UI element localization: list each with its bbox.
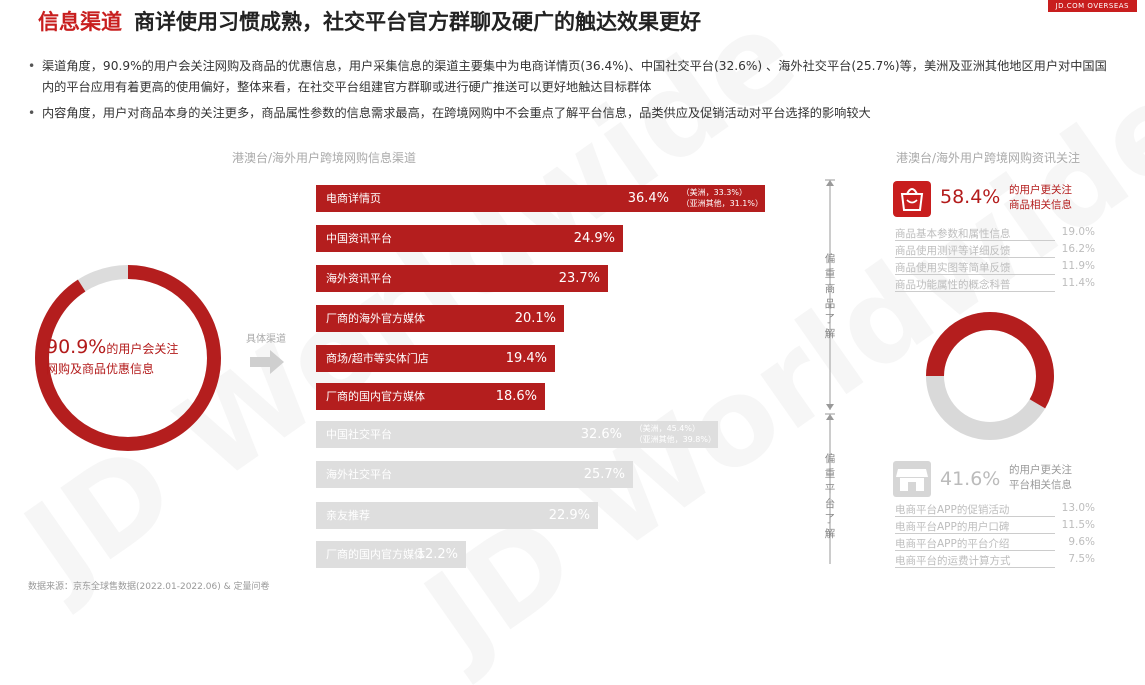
bar-label: 厂商的海外官方媒体 xyxy=(326,312,425,325)
bar-note: （美洲，45.4%） （亚洲其他，39.8%） xyxy=(635,423,716,445)
page-title: 信息渠道 商详使用习惯成熟，社交平台官方群聊及硬广的触达效果更好 xyxy=(38,6,701,36)
bar-label: 中国资讯平台 xyxy=(326,232,392,245)
bar-value: 36.4% xyxy=(627,191,669,206)
bar-3: 海外资讯平台 23.7% xyxy=(316,265,608,292)
info-name: 电商平台APP的平台介绍 xyxy=(895,538,1010,550)
platform-text-2: 平台相关信息 xyxy=(1009,479,1072,491)
info-underline xyxy=(895,550,1055,551)
platform-pct: 41.6% xyxy=(940,468,1001,490)
platform-text-1: 的用户更关注 xyxy=(1009,464,1072,476)
info-underline xyxy=(895,274,1055,275)
interest-ring xyxy=(926,312,1054,440)
bar-8: 海外社交平台 25.7% xyxy=(316,461,633,488)
info-value: 9.6% xyxy=(1068,536,1095,548)
bar-label: 商场/超市等实体门店 xyxy=(326,352,429,365)
bar-value: 19.4% xyxy=(505,351,547,366)
info-name: 商品使用实图等简单反馈 xyxy=(895,262,1011,274)
arrow-right-icon xyxy=(250,350,284,374)
brand-badge: JD.COM OVERSEAS xyxy=(1047,0,1137,12)
info-name: 商品功能属性的概念科普 xyxy=(895,279,1011,291)
bar-note-line: （美洲，33.3%） xyxy=(681,188,747,197)
bar-note: （美洲，33.3%） （亚洲其他，31.1%） xyxy=(682,187,763,209)
bullet-text: 内容角度，用户对商品本身的关注更多，商品属性参数的信息需求最高，在跨境网购中不会… xyxy=(42,106,871,120)
title-text: 商详使用习惯成熟，社交平台官方群聊及硬广的触达效果更好 xyxy=(134,10,701,34)
bar-label: 厂商的国内官方媒体 xyxy=(326,390,425,403)
store-icon xyxy=(893,461,931,497)
info-value: 11.5% xyxy=(1061,519,1095,531)
bullet-content: • 内容角度，用户对商品本身的关注更多，商品属性参数的信息需求最高，在跨境网购中… xyxy=(28,103,1118,124)
info-underline xyxy=(895,516,1055,517)
info-underline xyxy=(895,257,1055,258)
bar-label: 中国社交平台 xyxy=(326,428,392,441)
donut-text-1: 的用户会关注 xyxy=(106,342,179,356)
info-underline xyxy=(895,533,1055,534)
arrow-label: 具体渠道 xyxy=(246,334,286,345)
bar-value: 20.1% xyxy=(514,311,556,326)
bar-value: 32.6% xyxy=(580,427,622,442)
bar-note-line: （亚洲其他，39.8%） xyxy=(634,435,716,444)
chart-subtitle: 港澳台/海外用户跨境网购信息渠道 xyxy=(232,151,417,165)
bar-9: 亲友推荐 22.9% xyxy=(316,502,598,529)
donut-value: 90.9% xyxy=(46,336,107,358)
bar-label: 亲友推荐 xyxy=(326,509,370,522)
product-text-1: 的用户更关注 xyxy=(1009,184,1072,196)
bullet-text: 渠道角度，90.9%的用户会关注网购及商品的优惠信息，用户采集信息的渠道主要集中… xyxy=(42,59,1107,94)
platform-text: 的用户更关注 平台相关信息 xyxy=(1009,463,1072,493)
bar-note-line: （美洲，45.4%） xyxy=(634,424,700,433)
bar-6: 厂商的国内官方媒体 18.6% xyxy=(316,383,545,410)
info-value: 13.0% xyxy=(1061,502,1095,514)
info-underline xyxy=(895,567,1055,568)
bar-10: 厂商的国内官方媒体 12.2% xyxy=(316,541,466,568)
data-source: 数据来源：京东全球售数据(2022.01-2022.06) & 定量问卷 xyxy=(28,582,270,592)
info-value: 16.2% xyxy=(1061,243,1095,255)
product-text: 的用户更关注 商品相关信息 xyxy=(1009,183,1072,213)
info-name: 电商平台APP的促销活动 xyxy=(895,504,1010,516)
donut-label: 90.9%的用户会关注 网购及商品优惠信息 xyxy=(46,336,216,377)
bullet-channel: • 渠道角度，90.9%的用户会关注网购及商品的优惠信息，用户采集信息的渠道主要… xyxy=(28,56,1118,98)
donut-arc xyxy=(35,265,221,451)
bar-label: 海外社交平台 xyxy=(326,468,392,481)
info-underline xyxy=(895,240,1055,241)
bar-1: 电商详情页 36.4% （美洲，33.3%） （亚洲其他，31.1%） xyxy=(316,185,765,212)
bar-label: 电商详情页 xyxy=(326,192,381,205)
info-value: 11.9% xyxy=(1061,260,1095,272)
bar-value: 22.9% xyxy=(548,508,590,523)
bar-value: 24.9% xyxy=(573,231,615,246)
right-subtitle: 港澳台/海外用户跨境网购资讯关注 xyxy=(896,151,1081,165)
info-underline xyxy=(895,291,1055,292)
info-name: 商品使用测评等详细反馈 xyxy=(895,245,1011,257)
info-name: 电商平台APP的用户口碑 xyxy=(895,521,1010,533)
bar-value: 12.2% xyxy=(416,547,458,562)
info-value: 19.0% xyxy=(1061,226,1095,238)
ring-arc xyxy=(926,312,1054,440)
product-text-2: 商品相关信息 xyxy=(1009,199,1072,211)
bar-7: 中国社交平台 32.6% （美洲，45.4%） （亚洲其他，39.8%） xyxy=(316,421,718,448)
donut-text-2: 网购及商品优惠信息 xyxy=(46,362,155,376)
bar-value: 23.7% xyxy=(558,271,600,286)
bracket-lines xyxy=(825,179,835,564)
bar-value: 18.6% xyxy=(495,389,537,404)
bar-value: 25.7% xyxy=(583,467,625,482)
info-value: 11.4% xyxy=(1061,277,1095,289)
bar-note-line: （亚洲其他，31.1%） xyxy=(681,199,763,208)
info-name: 商品基本参数和属性信息 xyxy=(895,228,1011,240)
bar-5: 商场/超市等实体门店 19.4% xyxy=(316,345,555,372)
bracket-label-product: 偏重商品了解 xyxy=(824,253,836,340)
title-highlight: 信息渠道 xyxy=(38,10,122,34)
bar-label: 海外资讯平台 xyxy=(326,272,392,285)
awareness-donut xyxy=(35,265,221,451)
info-value: 7.5% xyxy=(1068,553,1095,565)
bar-4: 厂商的海外官方媒体 20.1% xyxy=(316,305,564,332)
shopping-bag-icon xyxy=(893,181,931,217)
info-name: 电商平台的运费计算方式 xyxy=(895,555,1011,567)
bracket-label-platform: 偏重平台了解 xyxy=(824,453,836,540)
product-pct: 58.4% xyxy=(940,186,1001,208)
bar-label: 厂商的国内官方媒体 xyxy=(326,548,425,561)
bullet-dot: • xyxy=(28,106,36,120)
bar-2: 中国资讯平台 24.9% xyxy=(316,225,623,252)
bullet-dot: • xyxy=(28,59,36,73)
